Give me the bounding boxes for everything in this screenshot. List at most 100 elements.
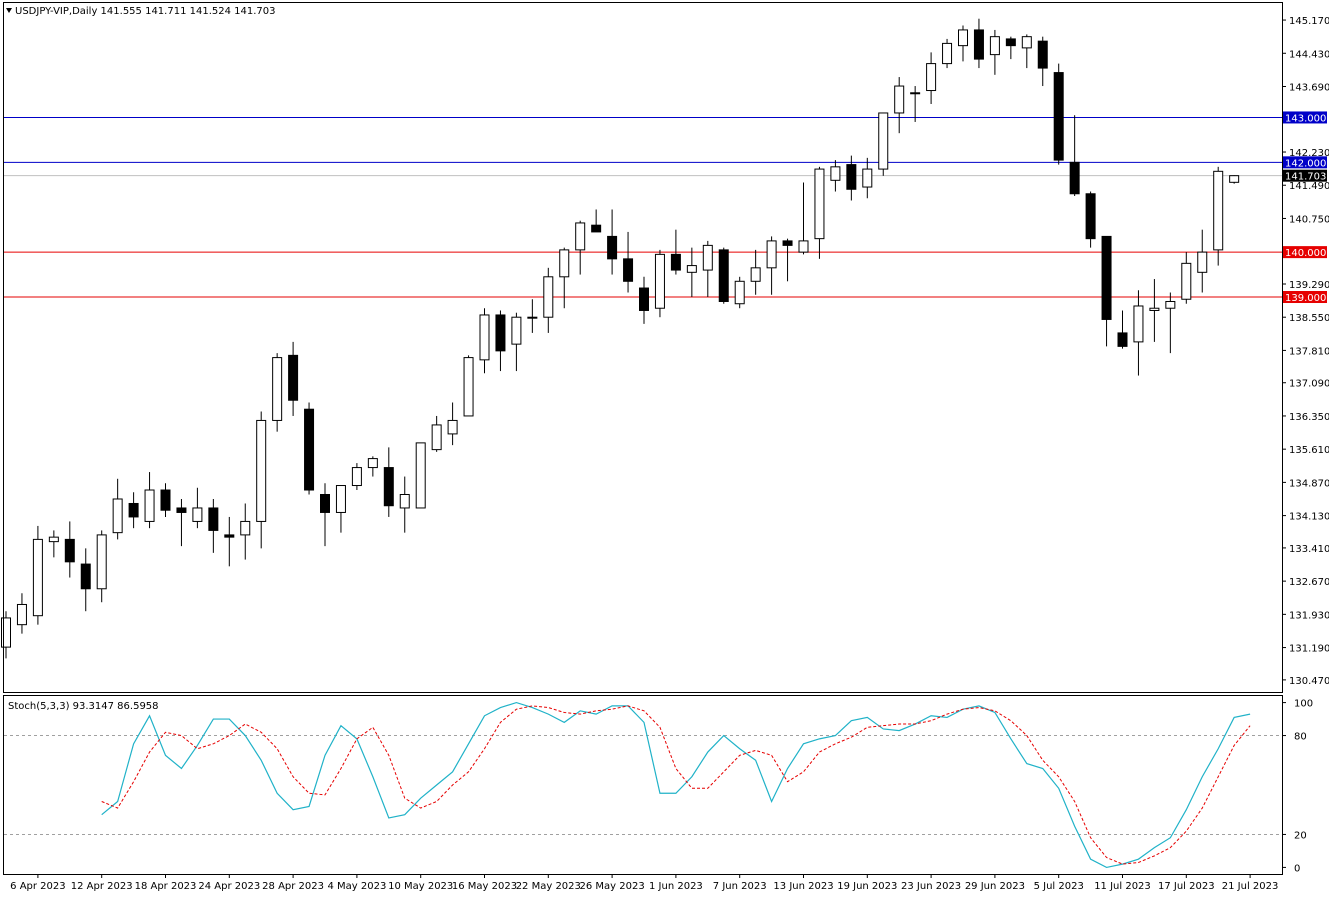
collapse-triangle-icon[interactable] [6, 8, 12, 13]
time-tick-label: 29 Jun 2023 [965, 881, 1025, 892]
candle-body-down [846, 164, 857, 190]
current-price-label-bg [1283, 169, 1327, 182]
stoch-label: Stoch(5,3,3) 93.3147 86.5958 [8, 701, 159, 712]
price-tick-label: 130.470 [1289, 676, 1329, 687]
price-tick-label: 144.430 [1289, 49, 1329, 60]
candle-body-up [1197, 251, 1208, 273]
level-label-bg [1283, 111, 1327, 124]
candle-body-down [607, 235, 618, 260]
candle-body-up [16, 603, 27, 626]
time-tick-label: 19 Jun 2023 [837, 881, 897, 892]
stoch-panel-frame [3, 695, 1283, 875]
time-tick-label: 22 May 2023 [516, 881, 581, 892]
level-label: 140.000 [1285, 248, 1326, 259]
time-tick-label: 5 Jul 2023 [1034, 881, 1084, 892]
time-tick-label: 21 Jul 2023 [1222, 881, 1279, 892]
price-tick-label: 136.350 [1289, 412, 1329, 423]
time-tick-label: 6 Apr 2023 [10, 881, 65, 892]
time-tick-label: 17 Jul 2023 [1158, 881, 1215, 892]
candle-body-up [926, 63, 937, 92]
candle-body-down [639, 287, 649, 311]
candle-body-up [112, 498, 123, 534]
candle-body-up [1133, 305, 1144, 343]
candle-body-up [240, 520, 251, 536]
stoch-tick-label: 20 [1294, 830, 1307, 841]
candle-body-up [415, 442, 426, 509]
price-tick-label: 139.290 [1289, 280, 1329, 291]
candle-body-up [1165, 300, 1176, 309]
candle-body-up [447, 419, 458, 435]
candle-body-down [623, 258, 634, 282]
candle-body-down [718, 249, 729, 302]
price-tick-label: 131.930 [1289, 610, 1329, 621]
candle-body-up [192, 507, 203, 522]
candle-body-up [1229, 175, 1240, 183]
candle-body-down [591, 224, 602, 233]
stoch-tick-label: 80 [1294, 732, 1307, 743]
price-tick-label: 134.870 [1289, 478, 1329, 489]
time-tick-label: 24 Apr 2023 [198, 881, 260, 892]
symbol-header: USDJPY-VIP,Daily 141.555 141.711 141.524… [15, 6, 276, 17]
candle-body-up [1213, 170, 1224, 251]
candle-body-down [1117, 332, 1128, 347]
candle-body-up [1181, 262, 1192, 300]
candle-body-down [383, 467, 394, 507]
price-tick-label: 134.130 [1289, 512, 1329, 523]
candle-body-up [431, 424, 442, 451]
candle-body-up [750, 267, 761, 282]
candle-body-down [670, 253, 681, 271]
candle-body-down [1037, 40, 1048, 69]
time-tick-label: 4 May 2023 [327, 881, 386, 892]
candle-body-up [878, 112, 889, 170]
level-label-bg [1283, 291, 1327, 304]
price-tick-label: 133.410 [1289, 544, 1329, 555]
price-tick-label: 143.690 [1289, 82, 1329, 93]
candle-body-up [96, 534, 107, 590]
price-tick-label: 137.090 [1289, 379, 1329, 390]
time-tick-label: 18 Apr 2023 [135, 881, 197, 892]
price-tick-label: 142.230 [1289, 148, 1329, 159]
candle-body-up [575, 222, 586, 251]
candle-body-up [272, 357, 283, 421]
price-tick-label: 141.490 [1289, 181, 1329, 192]
candle-body-up [32, 538, 43, 617]
candle-body-up [1149, 307, 1160, 311]
candle-body-down [495, 314, 506, 352]
time-tick-label: 1 Jun 2023 [649, 881, 703, 892]
candle-body-up [798, 240, 809, 253]
level-label-bg [1283, 156, 1327, 169]
price-tick-label: 131.190 [1289, 644, 1329, 655]
stoch-main-line [101, 701, 1251, 869]
candle-body-up [463, 357, 474, 417]
price-tick-label: 145.170 [1289, 16, 1329, 27]
candle-body-down [1085, 193, 1096, 240]
candle-body-up [351, 467, 362, 487]
candle-body-up [543, 276, 554, 318]
time-tick-label: 28 Apr 2023 [262, 881, 324, 892]
candle-body-up [686, 265, 697, 273]
price-tick-label: 138.550 [1289, 313, 1329, 324]
candle-body-down [1101, 235, 1112, 320]
level-label: 139.000 [1285, 293, 1326, 304]
candle-body-up [367, 458, 378, 469]
level-label-bg [1283, 246, 1327, 259]
candle-body-down [208, 507, 219, 531]
price-tick-label: 140.750 [1289, 214, 1329, 225]
candle-body-down [304, 408, 315, 491]
candle-body-down [176, 507, 187, 513]
candle-body-up [527, 316, 538, 319]
candle-body-up [814, 168, 825, 240]
candle-body-down [80, 563, 91, 590]
time-tick-label: 13 Jun 2023 [773, 881, 833, 892]
price-tick-label: 132.670 [1289, 577, 1329, 588]
current-price-label: 141.703 [1285, 172, 1326, 183]
time-tick-label: 11 Jul 2023 [1094, 881, 1151, 892]
candle-body-down [224, 534, 235, 538]
level-label: 143.000 [1285, 113, 1326, 124]
time-tick-label: 16 May 2023 [452, 881, 517, 892]
candle-body-down [782, 240, 793, 246]
candle-body-up [766, 240, 777, 269]
